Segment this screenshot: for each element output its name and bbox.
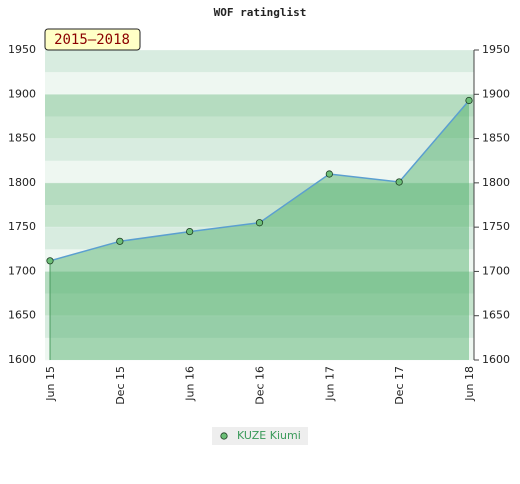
y2-tick-label: 1650 [482,309,510,322]
y-tick-label: 1750 [8,220,36,233]
x-tick-label: Dec 15 [114,366,127,405]
marker [395,178,403,186]
y2-tick-label: 1800 [482,176,510,189]
background-band [45,72,474,95]
background-band [45,227,474,250]
marker [186,227,194,236]
x-tick-label: Jun 18 [463,366,476,402]
background-band [45,94,474,117]
x-tick-label: Dec 16 [254,366,267,405]
legend-label: KUZE Kiumi [237,429,301,442]
annotation-box [44,28,141,51]
marker [325,170,333,178]
y2-tick-label: 1700 [482,264,510,277]
background-band [45,315,474,339]
chart-title: WOF ratinglist [214,6,307,19]
x-tick-label: Jun 17 [323,366,336,402]
y-tick-label: 1600 [8,353,36,366]
y-tick-label: 1850 [8,132,36,145]
y2-tick-label: 1900 [482,87,510,100]
legend-box [212,427,308,445]
x-tick-label: Jun 15 [44,366,57,402]
legend-marker [220,432,228,440]
background-band [45,138,474,162]
marker [116,237,124,245]
background-band [45,249,474,272]
background-band [45,271,474,294]
y2-tick-label: 1850 [482,132,510,145]
marker [255,219,264,227]
x-tick-label: Jun 16 [184,366,197,402]
y-tick-label: 1650 [8,309,36,322]
y-tick-label: 1900 [8,87,36,100]
background-band [45,116,474,139]
x-tick-label: Dec 17 [393,366,406,405]
y2-tick-label: 1750 [482,220,510,233]
background-band [45,205,474,228]
marker [465,96,473,105]
y-tick-label: 1950 [8,43,36,56]
y2-tick-label: 1600 [482,353,510,366]
background-band [45,337,474,361]
y2-tick-label: 1950 [482,43,510,56]
background-band [45,182,474,206]
annotation: 2015–2018 [54,32,130,48]
background-band [45,293,474,317]
background-band [45,50,474,73]
area [50,100,469,360]
y-tick-label: 1800 [8,176,36,189]
y-tick-label: 1700 [8,264,36,277]
marker [46,257,54,265]
